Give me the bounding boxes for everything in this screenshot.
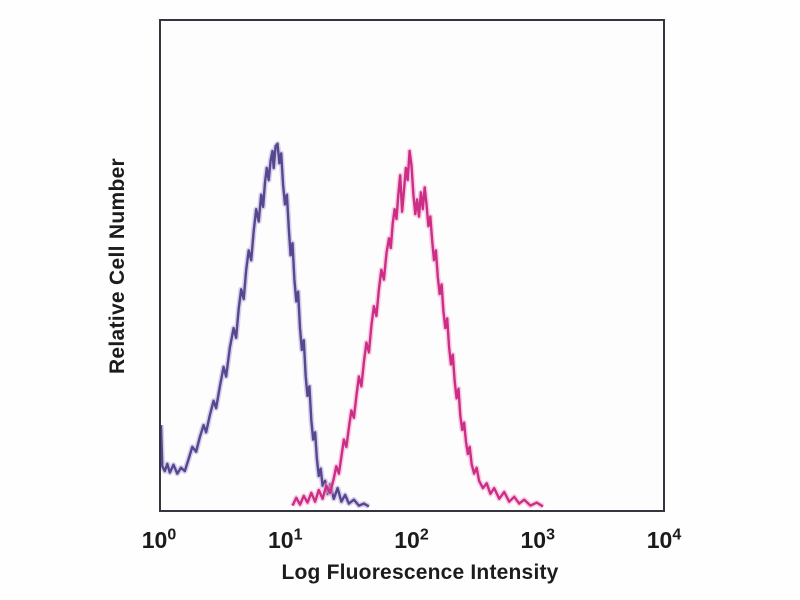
x-tick-label-10e2: 102 [394,526,429,553]
x-tick-label-10e0: 100 [141,526,177,553]
x-axis-title: Log Fluorescence Intensity [281,561,559,584]
stained-sample-peak-curve [291,149,544,508]
negative-control-peak-curve [161,142,370,508]
x-tick-label-10e3: 103 [520,526,556,553]
x-tick-label-10e4: 104 [646,526,682,553]
x-tick-label-10e1: 101 [268,526,303,553]
y-axis-title: Relative Cell Number [106,157,129,375]
plot-area [159,19,665,512]
histogram-canvas [161,141,545,509]
